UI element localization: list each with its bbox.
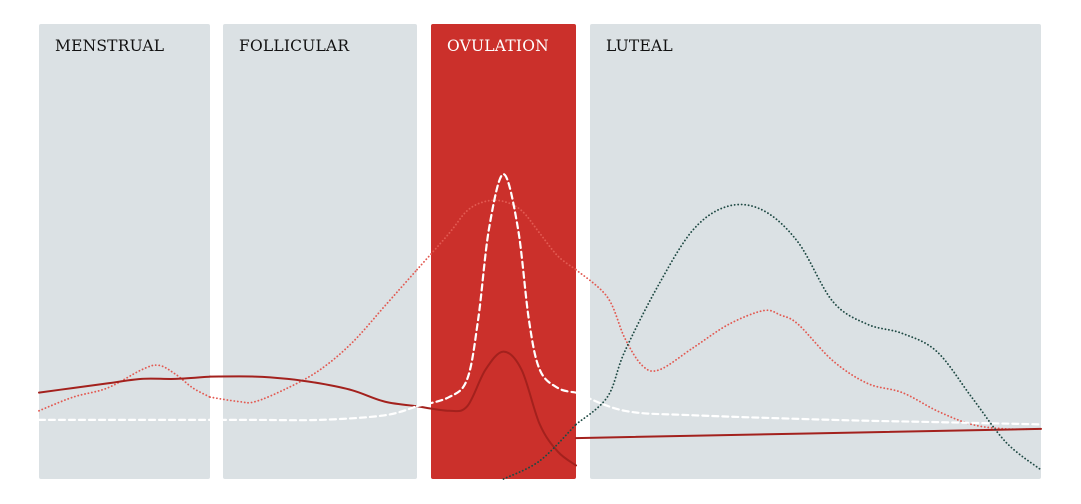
phase-label-ovulation: OVULATION [447, 37, 549, 55]
series-line-4-segment-ovulation [502, 423, 577, 480]
series-line-2-segment-ovulation [416, 350, 577, 467]
series-line-3-segment-ovulation [415, 172, 578, 408]
series-line-2-segment-follicular [209, 375, 418, 408]
phase-labels: MENSTRUAL FOLLICULAR OVULATION LUTEAL [55, 37, 673, 55]
series-line-1-segment-ovulation [416, 199, 577, 271]
series-line-2-segment-luteal [575, 427, 1042, 440]
series-lines [37, 172, 1043, 480]
series-line-1-segment-menstrual [38, 364, 211, 412]
series-line-1-segment-follicular [209, 268, 418, 404]
series-line-3-segment-follicular [208, 405, 419, 422]
phase-label-luteal: LUTEAL [606, 37, 673, 55]
series-line-1-segment-luteal [575, 268, 1042, 431]
series-line-4-segment-luteal [575, 203, 1042, 471]
phase-panel-ovulation [431, 24, 576, 479]
phase-panel-luteal [590, 24, 1041, 479]
phase-label-menstrual: MENSTRUAL [55, 37, 164, 55]
series-line-2-segment-menstrual [38, 375, 211, 394]
phase-panels [39, 24, 1041, 479]
phase-panel-menstrual [39, 24, 210, 479]
phase-label-follicular: FOLLICULAR [239, 37, 350, 55]
phase-panel-follicular [223, 24, 417, 479]
series-line-3-segment-luteal [574, 391, 1043, 426]
